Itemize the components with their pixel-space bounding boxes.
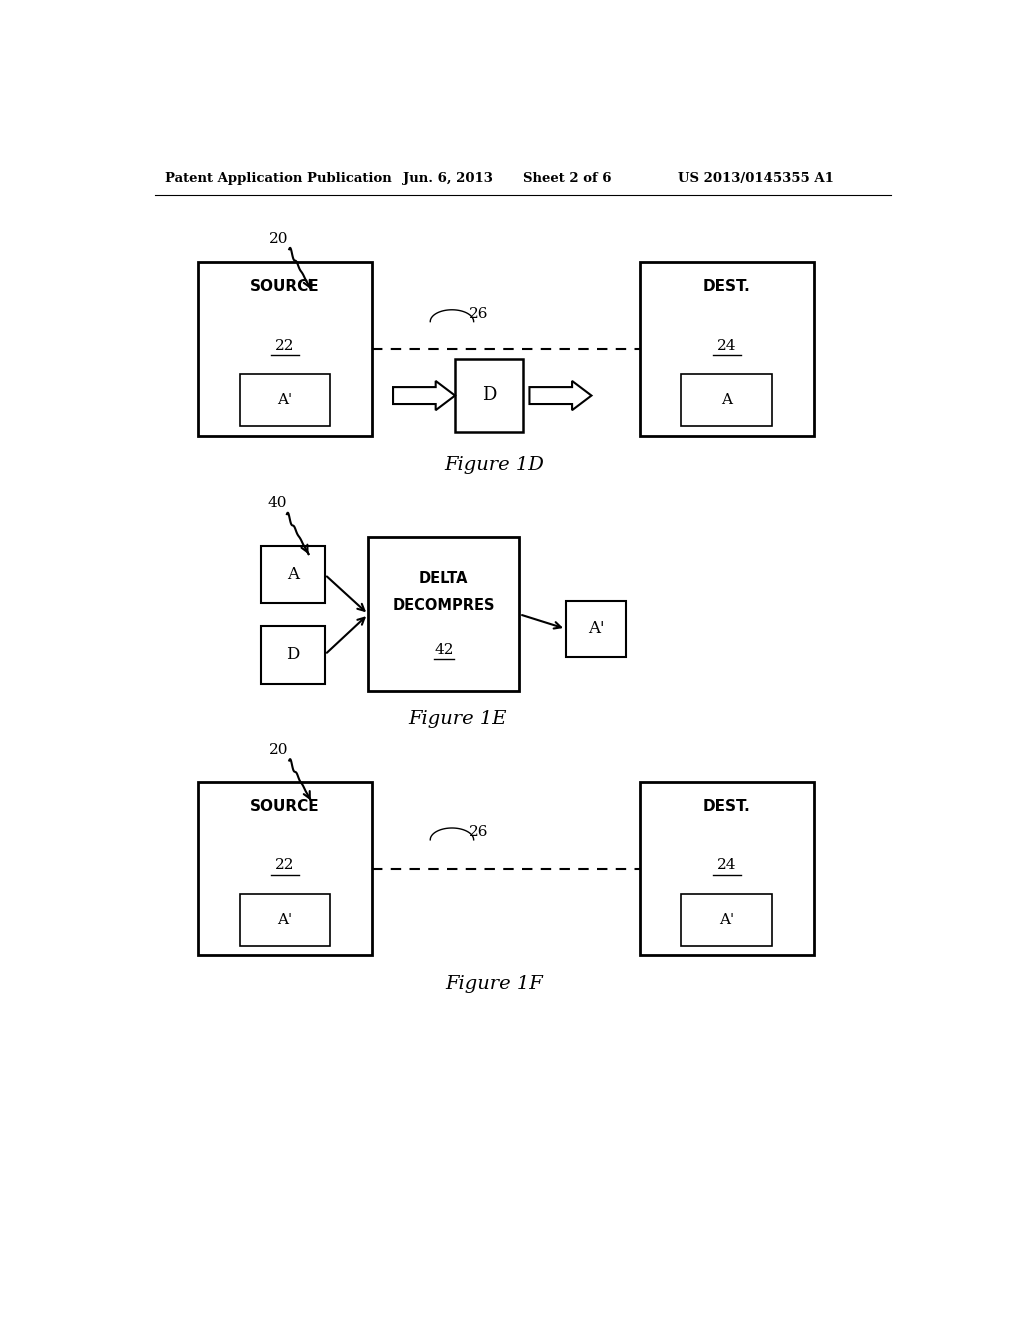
- Text: DEST.: DEST.: [702, 280, 751, 294]
- Text: 24: 24: [717, 858, 736, 873]
- Bar: [240, 894, 331, 946]
- Text: DECOMPRES: DECOMPRES: [392, 598, 495, 612]
- Text: Sheet 2 of 6: Sheet 2 of 6: [523, 173, 611, 185]
- Text: 26: 26: [469, 825, 488, 840]
- Polygon shape: [393, 381, 455, 411]
- Bar: [640, 781, 814, 956]
- Text: DELTA: DELTA: [419, 572, 469, 586]
- Text: 20: 20: [269, 743, 289, 756]
- Bar: [261, 626, 325, 684]
- Text: A': A': [588, 620, 604, 638]
- Text: Patent Application Publication: Patent Application Publication: [165, 173, 392, 185]
- Text: 42: 42: [434, 643, 454, 656]
- Text: 40: 40: [267, 496, 287, 511]
- Text: Figure 1D: Figure 1D: [443, 455, 544, 474]
- Bar: [261, 545, 325, 603]
- Text: 20: 20: [269, 232, 289, 247]
- Text: Figure 1E: Figure 1E: [409, 710, 507, 727]
- Text: 26: 26: [469, 308, 488, 321]
- Text: US 2013/0145355 A1: US 2013/0145355 A1: [678, 173, 835, 185]
- Text: 22: 22: [275, 338, 295, 352]
- Bar: [681, 375, 772, 426]
- Text: 24: 24: [717, 338, 736, 352]
- Text: A: A: [721, 393, 732, 408]
- Text: A': A': [278, 393, 293, 408]
- Text: SOURCE: SOURCE: [250, 280, 319, 294]
- Polygon shape: [529, 381, 592, 411]
- Text: Jun. 6, 2013: Jun. 6, 2013: [403, 173, 493, 185]
- Text: A: A: [287, 566, 299, 583]
- Bar: [455, 359, 523, 432]
- Bar: [198, 263, 372, 436]
- Text: D: D: [482, 387, 497, 404]
- Bar: [566, 601, 627, 656]
- Bar: [198, 781, 372, 956]
- Bar: [640, 263, 814, 436]
- Bar: [240, 375, 331, 426]
- Text: SOURCE: SOURCE: [250, 799, 319, 814]
- Text: A': A': [719, 913, 734, 927]
- Text: DEST.: DEST.: [702, 799, 751, 814]
- Text: 22: 22: [275, 858, 295, 873]
- Bar: [369, 537, 519, 692]
- Text: Figure 1F: Figure 1F: [444, 975, 543, 993]
- Text: A': A': [278, 913, 293, 927]
- Text: D: D: [287, 647, 300, 663]
- Bar: [681, 894, 772, 946]
